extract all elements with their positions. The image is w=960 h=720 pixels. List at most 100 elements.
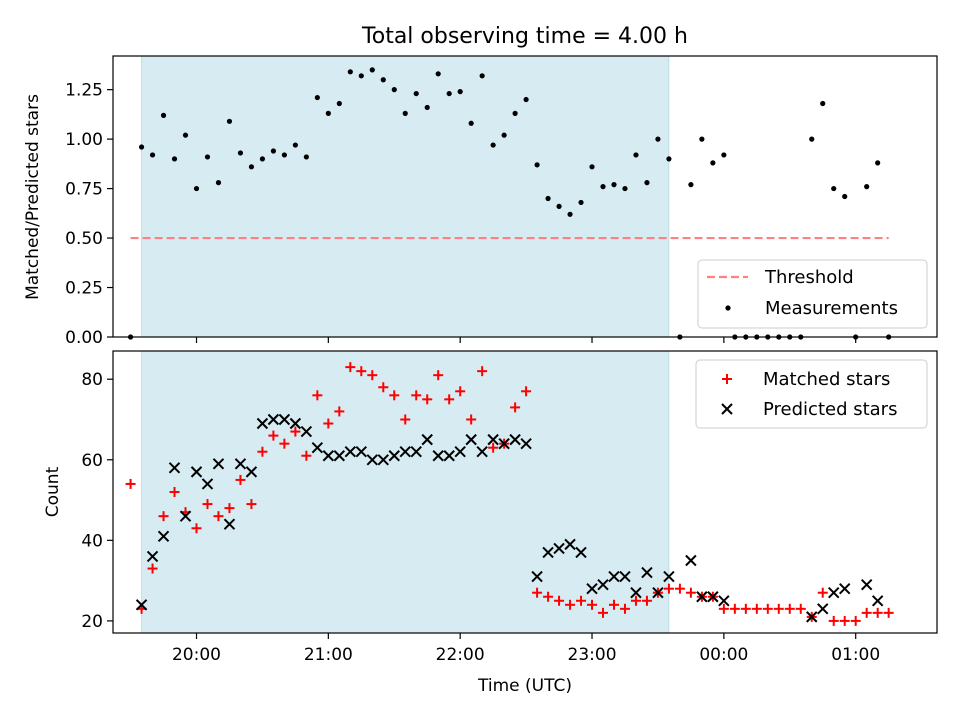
predicted-star-point — [586, 582, 598, 595]
measurement-point — [193, 185, 200, 192]
matched-star-point — [532, 587, 543, 598]
legend-measurements-swatch — [725, 305, 731, 311]
matched-star-point — [608, 599, 619, 610]
predicted-star-point — [234, 458, 247, 470]
x-tick-label: 00:00 — [699, 645, 748, 665]
predicted-star-point — [179, 510, 192, 522]
matched-star-point — [323, 418, 334, 429]
predicted-star-point — [443, 450, 455, 462]
measurement-point — [831, 185, 837, 192]
top-legend: Threshold Measurements — [697, 259, 928, 329]
predicted-star-point — [619, 570, 631, 583]
measurement-point — [578, 199, 584, 206]
matched-star-point — [169, 487, 180, 497]
matched-star-point — [751, 603, 762, 614]
matched-star-point — [235, 474, 246, 485]
legend-matched-swatch — [722, 374, 732, 384]
matched-star-point — [290, 426, 301, 437]
predicted-star-point — [201, 478, 214, 490]
predicted-star-point — [817, 603, 829, 615]
matched-star-point — [477, 366, 488, 377]
predicted-star-point — [135, 599, 148, 611]
measurement-point — [369, 67, 375, 73]
predicted-star-point — [421, 433, 433, 446]
x-tick-label: 21:00 — [304, 645, 353, 665]
bottom-y-ticks: 20 40 60 80 — [81, 370, 113, 632]
x-tick-label: 23:00 — [568, 645, 617, 665]
bottom-plot-frame — [112, 350, 938, 634]
matched-star-point — [762, 603, 773, 614]
measurement-point — [556, 203, 562, 209]
measurement-point — [204, 154, 211, 160]
y-tick-label: 0.50 — [65, 229, 103, 249]
measurement-point — [138, 144, 145, 150]
predicted-star-point — [278, 413, 291, 426]
matched-star-point — [213, 511, 224, 522]
matched-star-point — [872, 607, 883, 618]
matched-star-point — [630, 595, 641, 606]
matched-star-point — [334, 406, 345, 417]
matched-star-point — [466, 414, 477, 425]
measurement-point — [501, 132, 507, 138]
bottom-y-axis-label: Count — [43, 466, 63, 517]
measurement-point — [644, 180, 650, 186]
measurement-point — [435, 71, 441, 77]
measurement-point — [534, 162, 540, 168]
predicted-star-point — [190, 466, 203, 478]
predicted-star-point — [157, 530, 170, 543]
measurement-point — [721, 152, 727, 158]
predicted-star-point — [256, 417, 269, 430]
predicted-star-point — [652, 587, 664, 599]
matched-star-point — [587, 599, 598, 610]
measurement-point — [248, 164, 255, 170]
matched-star-point — [619, 603, 630, 614]
measurement-point — [325, 110, 331, 116]
predicted-star-point — [333, 450, 346, 462]
matched-star-point — [158, 511, 169, 522]
predicted-star-point — [344, 446, 357, 458]
x-tick-label: 01:00 — [831, 645, 880, 665]
measurement-point — [479, 73, 485, 79]
measurement-point — [171, 156, 178, 162]
matched-star-point — [663, 583, 674, 594]
y-tick-label: 1.00 — [65, 130, 103, 150]
top-observing-span — [141, 55, 670, 338]
predicted-star-point — [366, 454, 378, 466]
matched-star-point — [224, 503, 235, 514]
predicted-star-point — [410, 446, 422, 458]
predicted-star-point — [223, 518, 236, 530]
measurement-point — [226, 118, 233, 124]
predicted-star-point — [498, 437, 510, 450]
matched-star-point — [444, 394, 455, 405]
matched-star-point — [729, 603, 740, 614]
top-plot-frame — [112, 55, 938, 338]
y-tick-label: 0.00 — [65, 328, 103, 348]
measurement-point — [402, 110, 408, 116]
bottom-observing-span — [141, 350, 670, 634]
predicted-star-point — [509, 433, 521, 446]
measurement-point — [523, 96, 529, 103]
matched-star-point — [389, 390, 400, 401]
matched-star-point — [400, 414, 411, 425]
y-tick-label: 40 — [81, 531, 103, 551]
predicted-star-point — [476, 446, 488, 458]
x-tick-label: 22:00 — [436, 645, 485, 665]
matched-star-point — [356, 366, 367, 377]
legend-frame — [695, 359, 928, 429]
top-panel: 0.00 0.25 0.50 0.75 1.00 1.25 Matched/Predict… — [23, 55, 938, 348]
predicted-star-point — [597, 578, 609, 591]
matched-star-point — [740, 603, 751, 614]
bottom-legend: Matched stars Predicted stars — [695, 359, 928, 429]
bottom-x-ticks: 20:00 21:00 22:00 23:00 00:00 01:00 — [172, 633, 880, 665]
predicted-star-point — [641, 566, 653, 579]
predicted-star-point — [707, 591, 719, 603]
predicted-star-point — [608, 570, 620, 583]
predicted-star-point — [487, 433, 499, 446]
predicted-star-point — [685, 554, 697, 567]
predicted-star-point — [388, 450, 400, 462]
predicted-star-point — [300, 425, 313, 438]
measurement-point — [512, 110, 518, 116]
predicted-star-point — [718, 595, 730, 607]
